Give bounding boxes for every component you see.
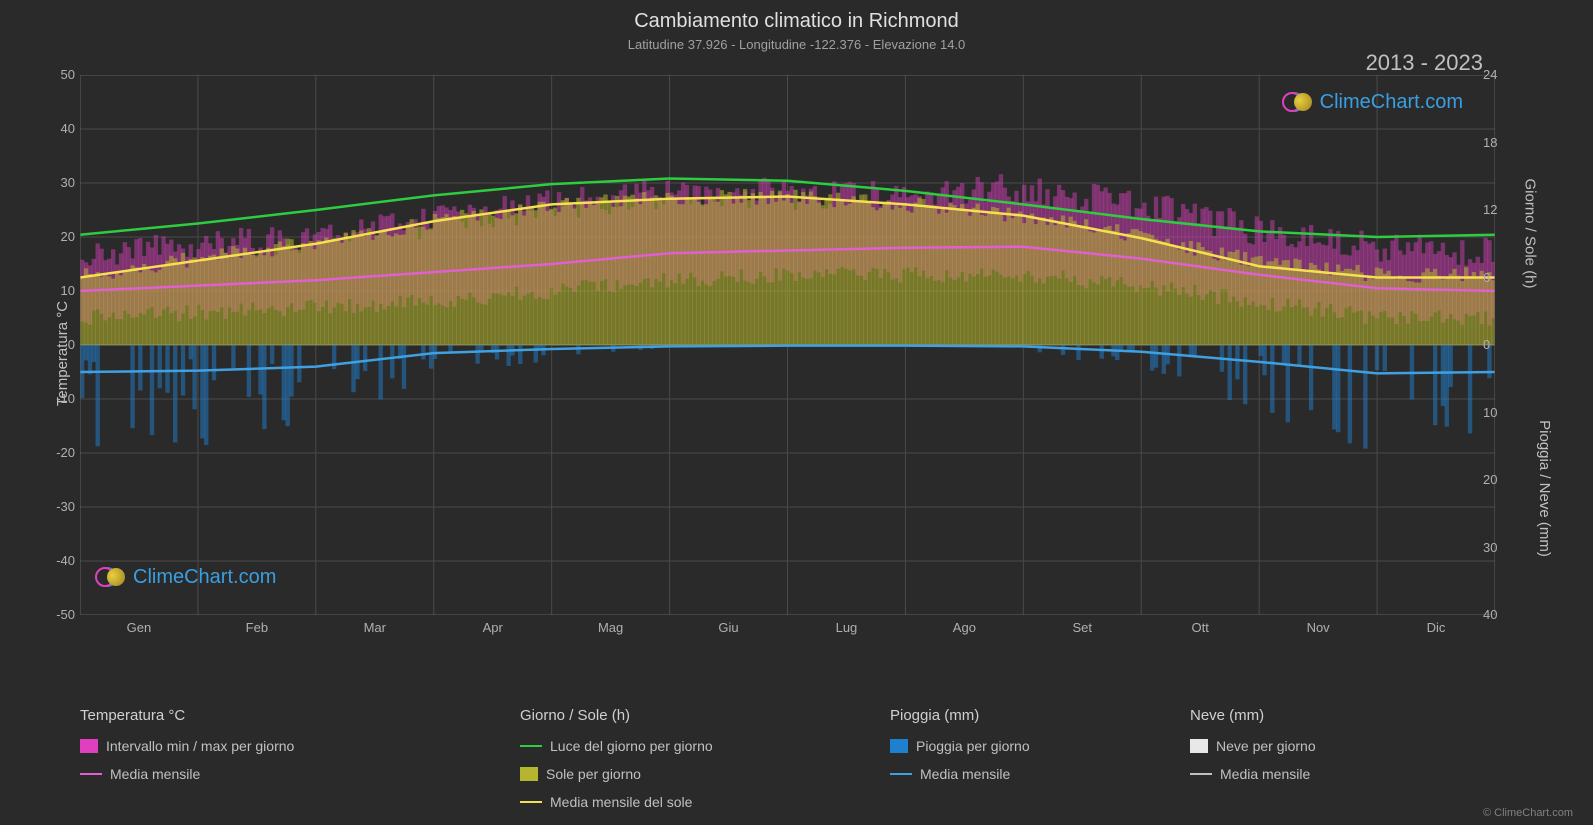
legend-col-snow: Neve (mm) Neve per giorno Media mensile [1190, 707, 1470, 810]
legend-header: Neve (mm) [1190, 707, 1470, 724]
legend-col-rain: Pioggia (mm) Pioggia per giorno Media me… [890, 707, 1190, 810]
legend-col-temp: Temperatura °C Intervallo min / max per … [80, 707, 520, 810]
line-swatch-icon [890, 773, 912, 775]
left-tick: -10 [45, 391, 75, 406]
date-range: 2013 - 2023 [1366, 50, 1483, 76]
legend-label: Neve per giorno [1216, 738, 1316, 754]
right-tick: 12 [1483, 202, 1513, 217]
swatch-icon [520, 767, 538, 781]
left-tick: -30 [45, 499, 75, 514]
legend-label: Media mensile del sole [550, 794, 692, 810]
legend: Temperatura °C Intervallo min / max per … [80, 707, 1533, 810]
right-tick: 6 [1483, 270, 1513, 285]
swatch-icon [890, 739, 908, 753]
right-tick: 10 [1483, 405, 1513, 420]
legend-header: Giorno / Sole (h) [520, 707, 890, 724]
legend-header: Pioggia (mm) [890, 707, 1190, 724]
legend-item: Media mensile [890, 766, 1190, 782]
legend-label: Pioggia per giorno [916, 738, 1030, 754]
legend-header: Temperatura °C [80, 707, 520, 724]
legend-label: Luce del giorno per giorno [550, 738, 713, 754]
watermark-text: ClimeChart.com [133, 566, 276, 589]
legend-item: Media mensile [80, 766, 520, 782]
month-tick: Set [1052, 620, 1112, 635]
chart-subtitle: Latitudine 37.926 - Longitudine -122.376… [0, 33, 1593, 52]
right-tick: 40 [1483, 607, 1513, 622]
month-tick: Mar [345, 620, 405, 635]
line-swatch-icon [520, 801, 542, 803]
month-tick: Giu [699, 620, 759, 635]
left-tick: -50 [45, 607, 75, 622]
logo-icon [95, 565, 127, 589]
legend-item: Luce del giorno per giorno [520, 738, 890, 754]
month-tick: Nov [1288, 620, 1348, 635]
left-tick: 20 [45, 229, 75, 244]
right-tick: 24 [1483, 67, 1513, 82]
watermark-top: ClimeChart.com [1282, 90, 1463, 114]
y-axis-right-bottom-label: Pioggia / Neve (mm) [1536, 420, 1553, 557]
legend-label: Media mensile [920, 766, 1010, 782]
month-tick: Lug [816, 620, 876, 635]
right-tick: 20 [1483, 472, 1513, 487]
month-tick: Feb [227, 620, 287, 635]
left-tick: 10 [45, 283, 75, 298]
y-axis-right-top-label: Giorno / Sole (h) [1521, 178, 1538, 288]
plot-area [80, 75, 1495, 615]
month-tick: Ago [934, 620, 994, 635]
line-swatch-icon [520, 745, 542, 747]
left-tick: -20 [45, 445, 75, 460]
left-tick: 0 [45, 337, 75, 352]
month-tick: Apr [463, 620, 523, 635]
month-tick: Mag [581, 620, 641, 635]
legend-item: Intervallo min / max per giorno [80, 738, 520, 754]
legend-item: Media mensile [1190, 766, 1470, 782]
right-tick: 18 [1483, 135, 1513, 150]
month-tick: Dic [1406, 620, 1466, 635]
legend-item: Media mensile del sole [520, 794, 890, 810]
climate-chart: Cambiamento climatico in Richmond Latitu… [0, 0, 1593, 825]
legend-label: Sole per giorno [546, 766, 641, 782]
left-tick: -40 [45, 553, 75, 568]
left-tick: 30 [45, 175, 75, 190]
logo-icon [1282, 90, 1314, 114]
legend-item: Neve per giorno [1190, 738, 1470, 754]
swatch-icon [1190, 739, 1208, 753]
left-tick: 50 [45, 67, 75, 82]
month-tick: Ott [1170, 620, 1230, 635]
legend-label: Media mensile [1220, 766, 1310, 782]
right-tick: 30 [1483, 540, 1513, 555]
watermark-bottom: ClimeChart.com [95, 565, 276, 589]
swatch-icon [80, 739, 98, 753]
watermark-text: ClimeChart.com [1320, 91, 1463, 114]
left-tick: 40 [45, 121, 75, 136]
legend-label: Intervallo min / max per giorno [106, 738, 294, 754]
month-tick: Gen [109, 620, 169, 635]
legend-item: Sole per giorno [520, 766, 890, 782]
right-tick: 0 [1483, 337, 1513, 352]
chart-title: Cambiamento climatico in Richmond [0, 0, 1593, 33]
line-swatch-icon [1190, 773, 1212, 775]
copyright: © ClimeChart.com [1483, 807, 1573, 819]
legend-col-day: Giorno / Sole (h) Luce del giorno per gi… [520, 707, 890, 810]
legend-item: Pioggia per giorno [890, 738, 1190, 754]
line-swatch-icon [80, 773, 102, 775]
legend-label: Media mensile [110, 766, 200, 782]
